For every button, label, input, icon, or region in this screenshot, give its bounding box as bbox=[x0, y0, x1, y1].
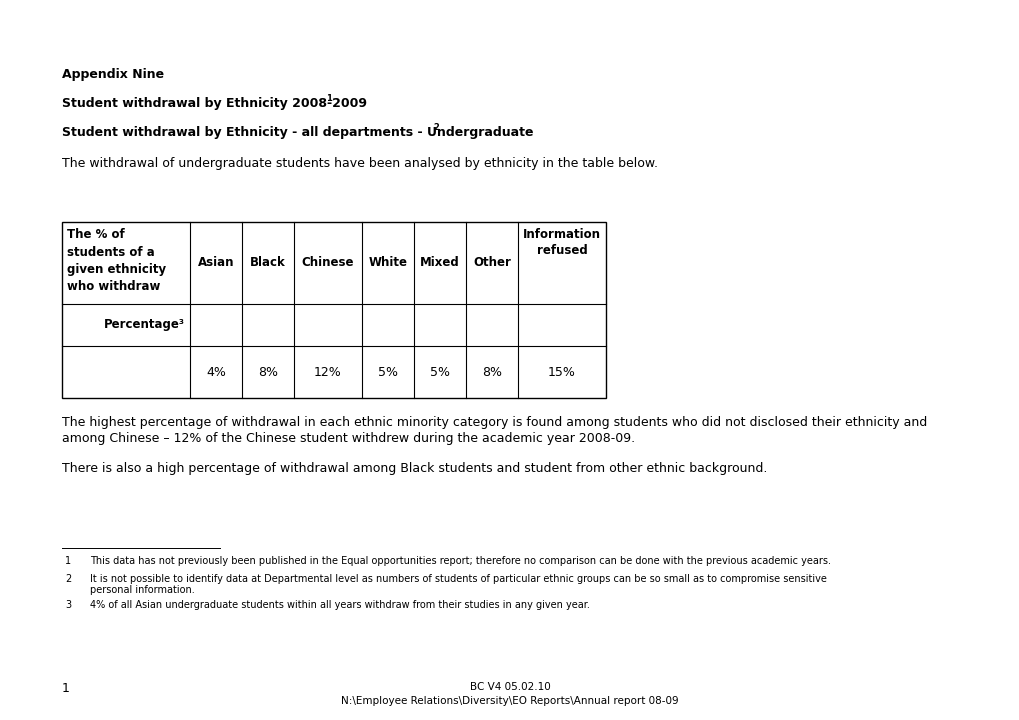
Text: Student withdrawal by Ethnicity - all departments - Undergraduate: Student withdrawal by Ethnicity - all de… bbox=[62, 126, 533, 139]
Text: Asian: Asian bbox=[198, 256, 234, 269]
Text: White: White bbox=[368, 256, 408, 269]
Text: 5%: 5% bbox=[378, 366, 397, 379]
Bar bbox=[62, 222, 605, 398]
Text: Appendix Nine: Appendix Nine bbox=[62, 68, 164, 81]
Text: 8%: 8% bbox=[482, 366, 501, 379]
Text: 4%: 4% bbox=[206, 366, 226, 379]
Text: Information
refused: Information refused bbox=[523, 228, 600, 258]
Text: The % of
students of a
given ethnicity
who withdraw: The % of students of a given ethnicity w… bbox=[67, 228, 166, 294]
Text: It is not possible to identify data at Departmental level as numbers of students: It is not possible to identify data at D… bbox=[90, 574, 826, 584]
Text: BC V4 05.02.10: BC V4 05.02.10 bbox=[469, 682, 550, 692]
Text: Percentage³: Percentage³ bbox=[104, 318, 184, 331]
Text: personal information.: personal information. bbox=[90, 585, 195, 595]
Text: Chinese: Chinese bbox=[302, 256, 354, 269]
Text: This data has not previously been published in the Equal opportunities report; t: This data has not previously been publis… bbox=[90, 556, 830, 566]
Text: N:\Employee Relations\Diversity\EO Reports\Annual report 08-09: N:\Employee Relations\Diversity\EO Repor… bbox=[340, 696, 679, 706]
Text: Student withdrawal by Ethnicity 2008-2009: Student withdrawal by Ethnicity 2008-200… bbox=[62, 97, 367, 110]
Text: 1: 1 bbox=[326, 94, 331, 103]
Text: 1: 1 bbox=[65, 556, 71, 566]
Text: among Chinese – 12% of the Chinese student withdrew during the academic year 200: among Chinese – 12% of the Chinese stude… bbox=[62, 432, 635, 445]
Text: Other: Other bbox=[473, 256, 511, 269]
Text: 2: 2 bbox=[65, 574, 71, 584]
Text: 1: 1 bbox=[62, 682, 70, 695]
Text: There is also a high percentage of withdrawal among Black students and student f: There is also a high percentage of withd… bbox=[62, 462, 766, 475]
Text: Mixed: Mixed bbox=[420, 256, 460, 269]
Text: 5%: 5% bbox=[430, 366, 449, 379]
Text: 8%: 8% bbox=[258, 366, 278, 379]
Text: 4% of all Asian undergraduate students within all years withdraw from their stud: 4% of all Asian undergraduate students w… bbox=[90, 600, 589, 610]
Text: 12%: 12% bbox=[314, 366, 341, 379]
Text: 2: 2 bbox=[433, 123, 438, 132]
Text: Black: Black bbox=[250, 256, 285, 269]
Text: 15%: 15% bbox=[547, 366, 576, 379]
Text: 3: 3 bbox=[65, 600, 71, 610]
Text: The withdrawal of undergraduate students have been analysed by ethnicity in the : The withdrawal of undergraduate students… bbox=[62, 157, 657, 170]
Text: The highest percentage of withdrawal in each ethnic minority category is found a: The highest percentage of withdrawal in … bbox=[62, 416, 926, 429]
